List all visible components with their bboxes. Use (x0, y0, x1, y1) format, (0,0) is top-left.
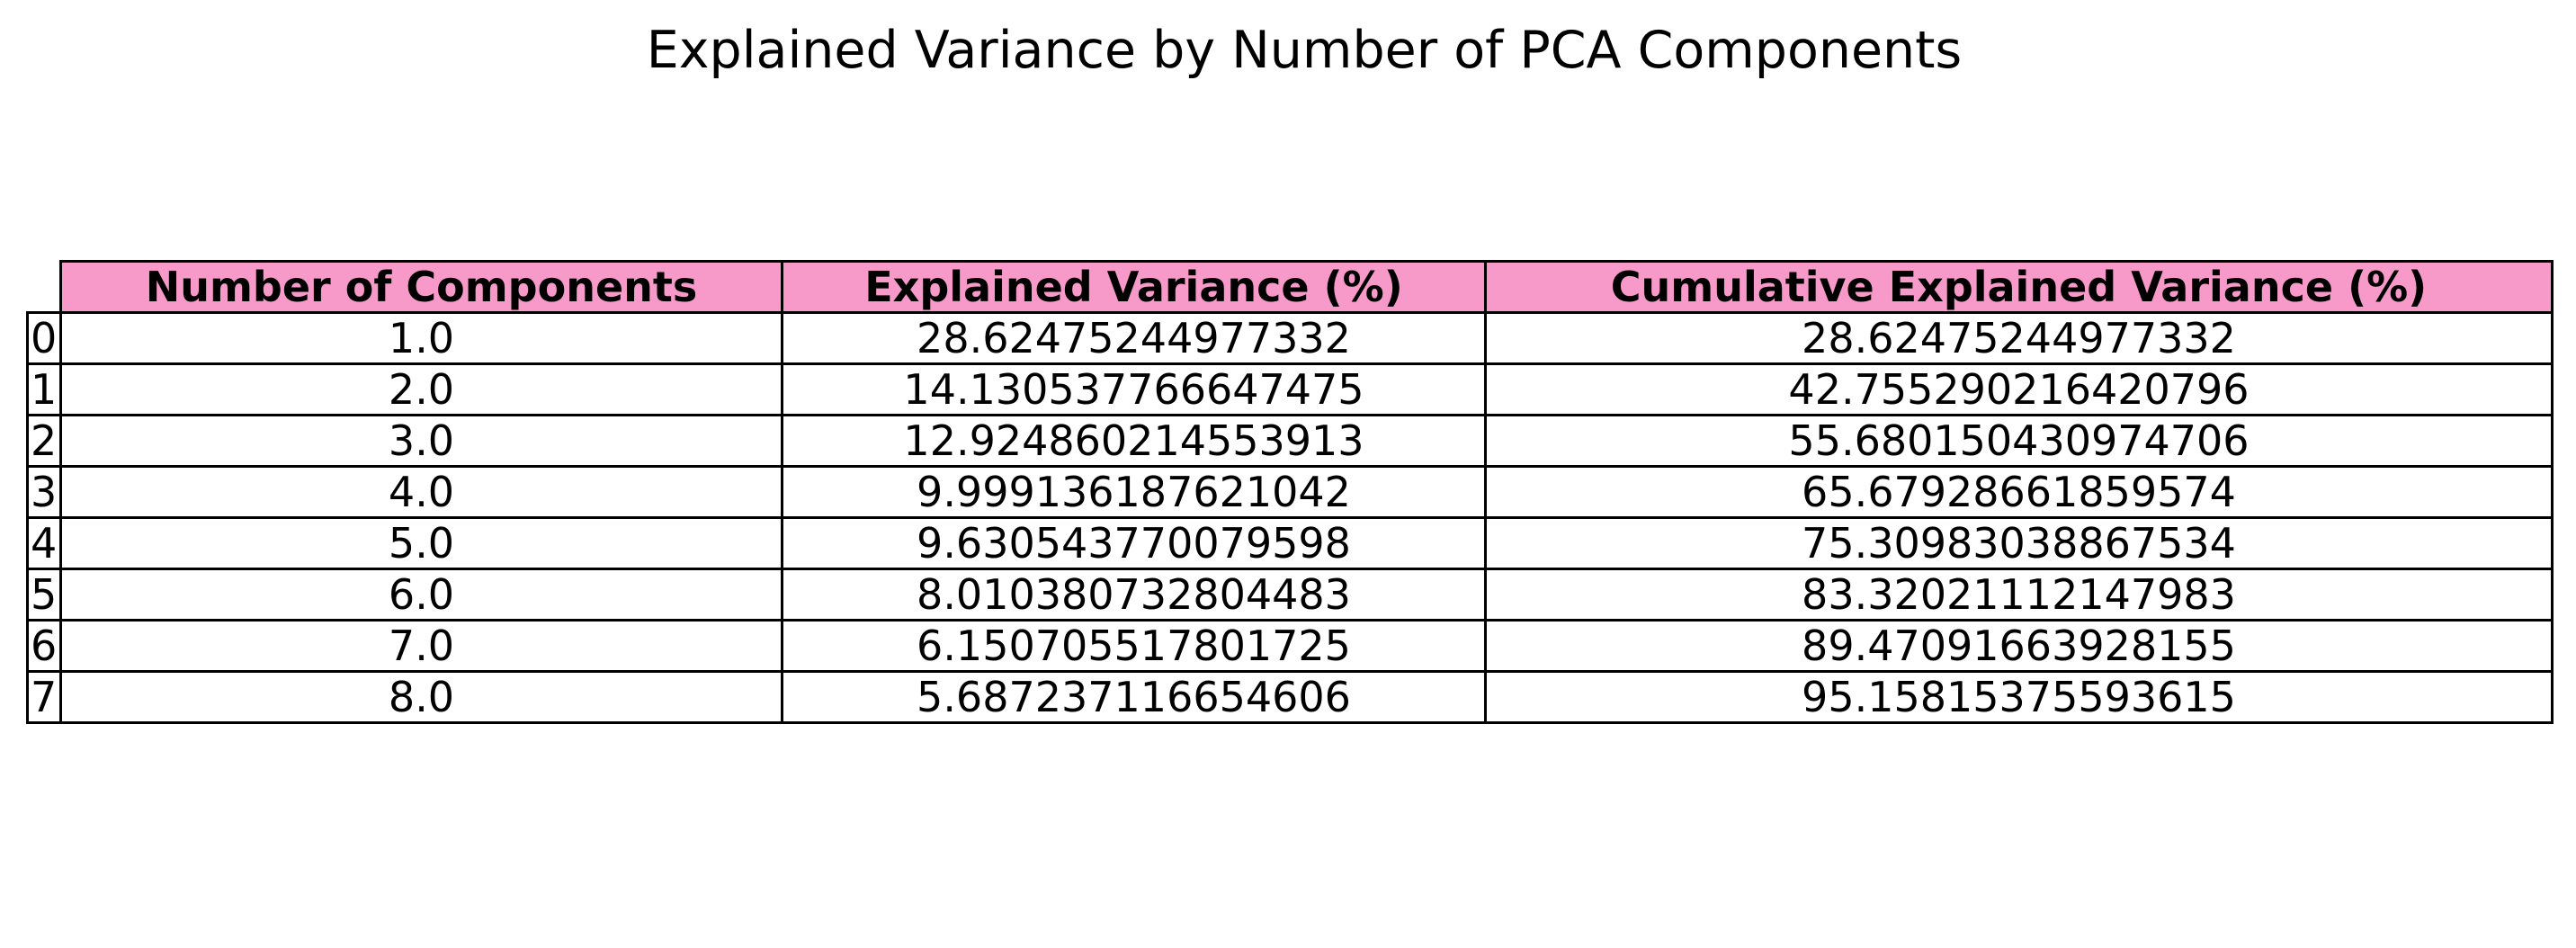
cell-explained-variance: 9.630543770079598 (781, 516, 1487, 570)
table-row: 6 7.0 6.150705517801725 89.4709166392815… (26, 619, 2554, 673)
cell-explained-variance: 5.687237116654606 (781, 670, 1487, 724)
cell-cumulative-explained-variance: 28.62475244977332 (1484, 311, 2554, 365)
cell-explained-variance: 12.924860214553913 (781, 414, 1487, 468)
table-row: 1 2.0 14.130537766647475 42.755290216420… (26, 362, 2554, 416)
header-number-of-components: Number of Components (59, 260, 783, 314)
table-row: 7 8.0 5.687237116654606 95.1581537559361… (26, 670, 2554, 724)
table-row: 0 1.0 28.62475244977332 28.6247524497733… (26, 311, 2554, 365)
row-index: 2 (26, 414, 62, 468)
cell-cumulative-explained-variance: 65.67928661859574 (1484, 465, 2554, 519)
cell-explained-variance: 28.62475244977332 (781, 311, 1487, 365)
header-corner (28, 262, 61, 313)
cell-number-of-components: 3.0 (59, 414, 783, 468)
table-row: 3 4.0 9.999136187621042 65.6792866185957… (26, 465, 2554, 519)
cell-number-of-components: 5.0 (59, 516, 783, 570)
cell-number-of-components: 7.0 (59, 619, 783, 673)
row-index: 0 (26, 311, 62, 365)
cell-cumulative-explained-variance: 95.15815375593615 (1484, 670, 2554, 724)
cell-explained-variance: 14.130537766647475 (781, 362, 1487, 416)
table-row: 2 3.0 12.924860214553913 55.680150430974… (26, 414, 2554, 468)
row-index: 6 (26, 619, 62, 673)
row-index: 4 (26, 516, 62, 570)
cell-cumulative-explained-variance: 55.680150430974706 (1484, 414, 2554, 468)
cell-number-of-components: 1.0 (59, 311, 783, 365)
table-row: 4 5.0 9.630543770079598 75.3098303886753… (26, 516, 2554, 570)
row-index: 5 (26, 568, 62, 622)
row-index: 1 (26, 362, 62, 416)
cell-cumulative-explained-variance: 83.32021112147983 (1484, 568, 2554, 622)
cell-cumulative-explained-variance: 42.755290216420796 (1484, 362, 2554, 416)
table-header-row: Number of Components Explained Variance … (28, 260, 2554, 314)
header-cumulative-explained-variance: Cumulative Explained Variance (%) (1484, 260, 2554, 314)
table-row: 5 6.0 8.010380732804483 83.3202111214798… (26, 568, 2554, 622)
cell-number-of-components: 6.0 (59, 568, 783, 622)
cell-number-of-components: 4.0 (59, 465, 783, 519)
cell-cumulative-explained-variance: 89.47091663928155 (1484, 619, 2554, 673)
row-index: 3 (26, 465, 62, 519)
cell-explained-variance: 6.150705517801725 (781, 619, 1487, 673)
cell-explained-variance: 8.010380732804483 (781, 568, 1487, 622)
cell-explained-variance: 9.999136187621042 (781, 465, 1487, 519)
header-explained-variance: Explained Variance (%) (781, 260, 1487, 314)
cell-number-of-components: 8.0 (59, 670, 783, 724)
row-index: 7 (26, 670, 62, 724)
cell-number-of-components: 2.0 (59, 362, 783, 416)
pca-variance-table: Number of Components Explained Variance … (26, 260, 2554, 724)
chart-title: Explained Variance by Number of PCA Comp… (646, 21, 1963, 80)
cell-cumulative-explained-variance: 75.30983038867534 (1484, 516, 2554, 570)
